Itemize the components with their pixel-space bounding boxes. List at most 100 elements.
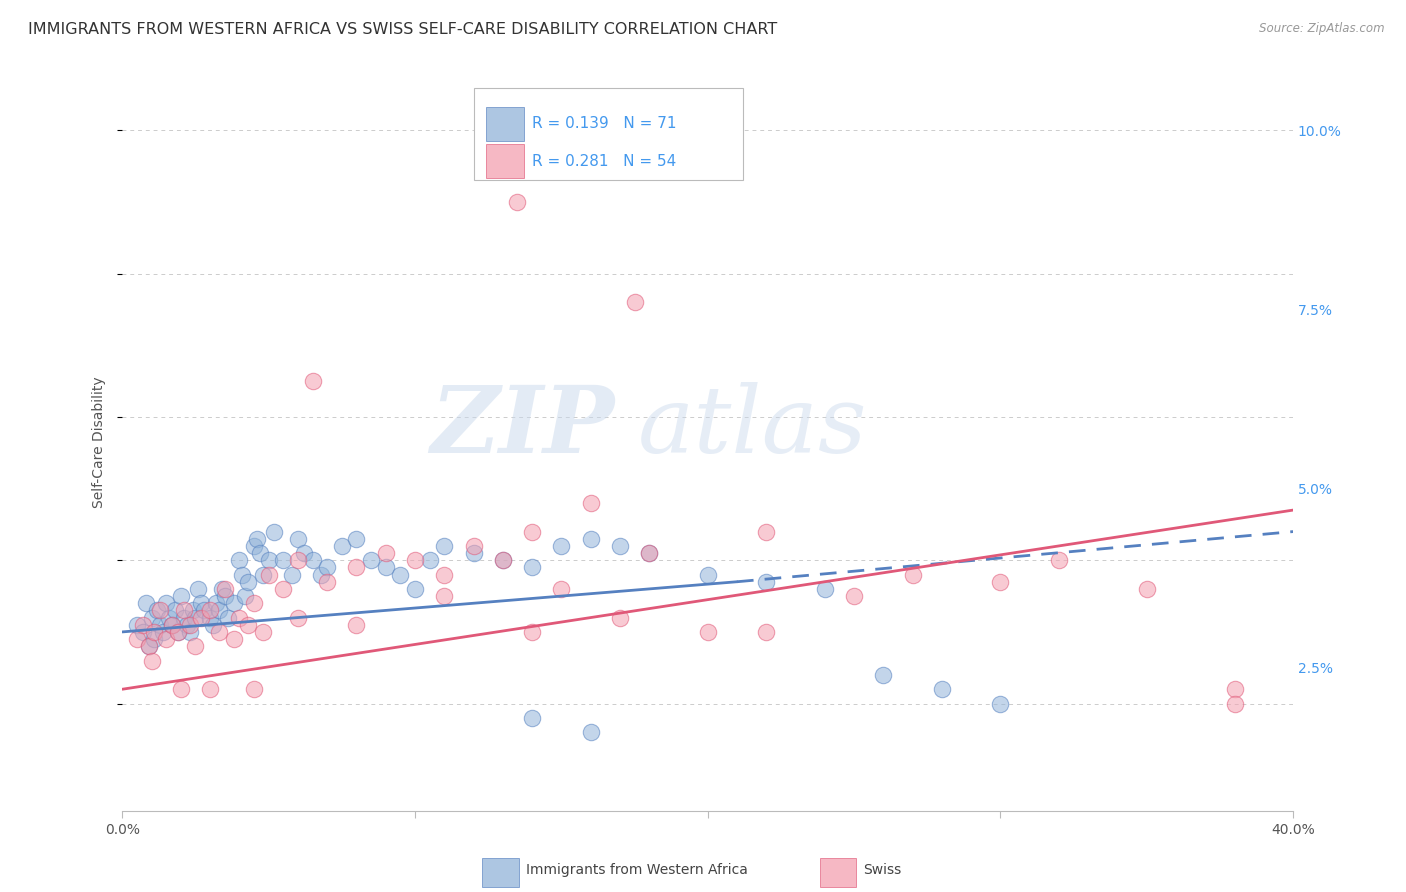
Point bbox=[208, 603, 231, 617]
Point bbox=[138, 639, 160, 653]
Point bbox=[360, 553, 382, 567]
Point bbox=[492, 553, 515, 567]
Point bbox=[463, 546, 485, 560]
Point bbox=[579, 496, 602, 510]
Point bbox=[243, 596, 266, 610]
Point bbox=[160, 617, 183, 632]
Point bbox=[157, 610, 180, 624]
Point bbox=[146, 603, 169, 617]
Point bbox=[419, 553, 441, 567]
Point bbox=[243, 539, 266, 553]
Point bbox=[231, 567, 253, 582]
Point bbox=[152, 624, 174, 639]
Point bbox=[222, 632, 245, 646]
Point bbox=[132, 617, 155, 632]
Point bbox=[696, 567, 718, 582]
Point bbox=[696, 624, 718, 639]
Point bbox=[236, 574, 259, 589]
Point bbox=[404, 553, 426, 567]
Point bbox=[389, 567, 412, 582]
Point bbox=[755, 624, 778, 639]
Y-axis label: Self-Care Disability: Self-Care Disability bbox=[93, 376, 107, 508]
Point bbox=[167, 624, 190, 639]
Point bbox=[579, 725, 602, 739]
Point bbox=[931, 682, 953, 697]
Text: ZIP: ZIP bbox=[430, 383, 614, 472]
Point bbox=[901, 567, 924, 582]
Point bbox=[520, 560, 543, 574]
FancyBboxPatch shape bbox=[486, 144, 524, 178]
Point bbox=[125, 632, 148, 646]
Point bbox=[1223, 682, 1246, 697]
Point bbox=[190, 610, 212, 624]
Point bbox=[257, 553, 280, 567]
Point bbox=[287, 532, 309, 546]
Point bbox=[550, 539, 572, 553]
Point bbox=[228, 553, 250, 567]
Point bbox=[149, 617, 172, 632]
Point bbox=[463, 539, 485, 553]
Point bbox=[167, 624, 190, 639]
Point bbox=[132, 624, 155, 639]
Point bbox=[173, 610, 195, 624]
Point bbox=[316, 574, 339, 589]
Point bbox=[638, 546, 661, 560]
Point bbox=[346, 560, 368, 574]
Point bbox=[141, 610, 163, 624]
Point bbox=[1136, 582, 1159, 596]
Point bbox=[520, 524, 543, 539]
Point bbox=[520, 711, 543, 725]
Point bbox=[125, 617, 148, 632]
Point bbox=[271, 582, 294, 596]
Point bbox=[155, 632, 177, 646]
Point bbox=[1047, 553, 1070, 567]
Point bbox=[257, 567, 280, 582]
Point bbox=[609, 539, 631, 553]
Point bbox=[492, 553, 515, 567]
Point bbox=[243, 682, 266, 697]
Text: Swiss: Swiss bbox=[863, 863, 901, 877]
Point bbox=[160, 617, 183, 632]
Point bbox=[755, 524, 778, 539]
Point bbox=[179, 624, 201, 639]
Point bbox=[233, 589, 256, 603]
Text: IMMIGRANTS FROM WESTERN AFRICA VS SWISS SELF-CARE DISABILITY CORRELATION CHART: IMMIGRANTS FROM WESTERN AFRICA VS SWISS … bbox=[28, 22, 778, 37]
Point bbox=[287, 553, 309, 567]
Point bbox=[346, 617, 368, 632]
Text: Immigrants from Western Africa: Immigrants from Western Africa bbox=[526, 863, 748, 877]
Point bbox=[236, 617, 259, 632]
Point bbox=[330, 539, 353, 553]
Point bbox=[214, 582, 236, 596]
Point bbox=[579, 532, 602, 546]
Point bbox=[143, 632, 166, 646]
Point bbox=[252, 624, 274, 639]
Point bbox=[208, 624, 231, 639]
Point bbox=[184, 610, 207, 624]
Point bbox=[433, 567, 456, 582]
Point bbox=[1223, 697, 1246, 711]
Point bbox=[252, 567, 274, 582]
Point bbox=[173, 603, 195, 617]
Point bbox=[301, 553, 323, 567]
Point bbox=[988, 697, 1011, 711]
Point bbox=[198, 610, 221, 624]
Point bbox=[814, 582, 837, 596]
Point bbox=[433, 589, 456, 603]
Point bbox=[872, 668, 894, 682]
Point bbox=[638, 546, 661, 560]
Point bbox=[506, 194, 529, 209]
Point bbox=[404, 582, 426, 596]
Point bbox=[170, 682, 193, 697]
Point bbox=[143, 624, 166, 639]
Point bbox=[163, 603, 186, 617]
Point bbox=[292, 546, 315, 560]
Text: Source: ZipAtlas.com: Source: ZipAtlas.com bbox=[1260, 22, 1385, 36]
Point bbox=[433, 539, 456, 553]
Text: R = 0.139   N = 71: R = 0.139 N = 71 bbox=[531, 116, 676, 131]
Point bbox=[228, 610, 250, 624]
Point bbox=[842, 589, 865, 603]
Point bbox=[346, 532, 368, 546]
Point bbox=[222, 596, 245, 610]
Point bbox=[520, 624, 543, 639]
Point bbox=[181, 603, 204, 617]
